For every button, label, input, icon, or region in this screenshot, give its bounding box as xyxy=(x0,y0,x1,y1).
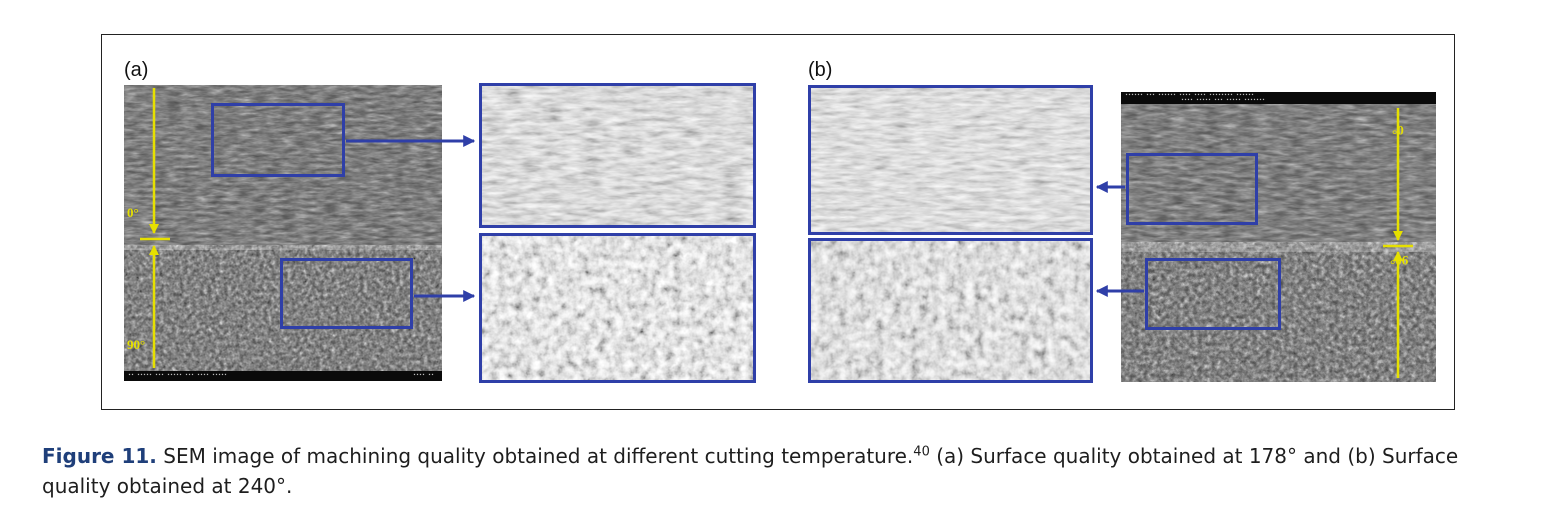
angle-marker-top-a: 0° xyxy=(127,205,139,220)
inset-texture-a-top xyxy=(482,86,753,225)
caption-degree-1: ° xyxy=(1287,444,1297,468)
sem-texture-b xyxy=(1121,92,1436,382)
sem-image-b: ▪▪▪▪▪▪ ▪▪▪ ▪▪▪▪▪▪ ▪▪▪▪ ▪▪▪▪ ▪▪▪▪▪▪▪▪ ▪▪▪… xyxy=(1121,92,1436,382)
caption-end: . xyxy=(286,474,293,498)
panel-a-label: (a) xyxy=(124,59,149,81)
sem-info-bar-a: ▪▪ ▪▪▪▪▪ ▪▪▪ ▪▪▪▪▪ ▪▪▪ ▪▪▪▪ ▪▪▪▪▪ ▪▪▪▪ ▪… xyxy=(124,371,442,381)
caption-reference[interactable]: 40 xyxy=(913,444,930,460)
angle-marker-top-b: 0° xyxy=(1392,123,1404,138)
caption-text-1: SEM image of machining quality obtained … xyxy=(163,444,914,468)
panel-b-label: (b) xyxy=(808,59,833,81)
figure-caption: Figure 11. SEM image of machining qualit… xyxy=(42,441,1522,501)
caption-text-2: (a) Surface quality obtained at 178 xyxy=(936,444,1287,468)
inset-b-bottom xyxy=(808,238,1093,383)
highlight-box-a-bottom xyxy=(280,258,413,329)
sem-info-bar-b: ▪▪▪▪▪▪ ▪▪▪ ▪▪▪▪▪▪ ▪▪▪▪ ▪▪▪▪ ▪▪▪▪▪▪▪▪ ▪▪▪… xyxy=(1121,92,1436,104)
inset-a-bottom xyxy=(479,233,756,383)
angle-marker-bottom-b: 90° xyxy=(1390,253,1409,268)
sem-texture-a xyxy=(124,85,442,381)
highlight-box-b-bottom xyxy=(1145,258,1281,330)
caption-text-3: and (b) Surface quality obtained at 240 xyxy=(42,444,1459,498)
highlight-box-a-top xyxy=(211,103,345,177)
angle-marker-bottom-a: 90° xyxy=(127,337,146,352)
caption-label: Figure 11. xyxy=(42,444,157,468)
caption-degree-2: ° xyxy=(276,474,287,498)
inset-b-top xyxy=(808,85,1093,235)
inset-texture-b-bottom xyxy=(811,241,1090,380)
highlight-box-b-top xyxy=(1126,153,1258,225)
sem-image-a: ▪▪ ▪▪▪▪▪ ▪▪▪ ▪▪▪▪▪ ▪▪▪ ▪▪▪▪ ▪▪▪▪▪ ▪▪▪▪ ▪… xyxy=(124,85,442,381)
inset-a-top xyxy=(479,83,756,228)
inset-texture-a-bottom xyxy=(482,236,753,380)
inset-texture-b-top xyxy=(811,88,1090,232)
